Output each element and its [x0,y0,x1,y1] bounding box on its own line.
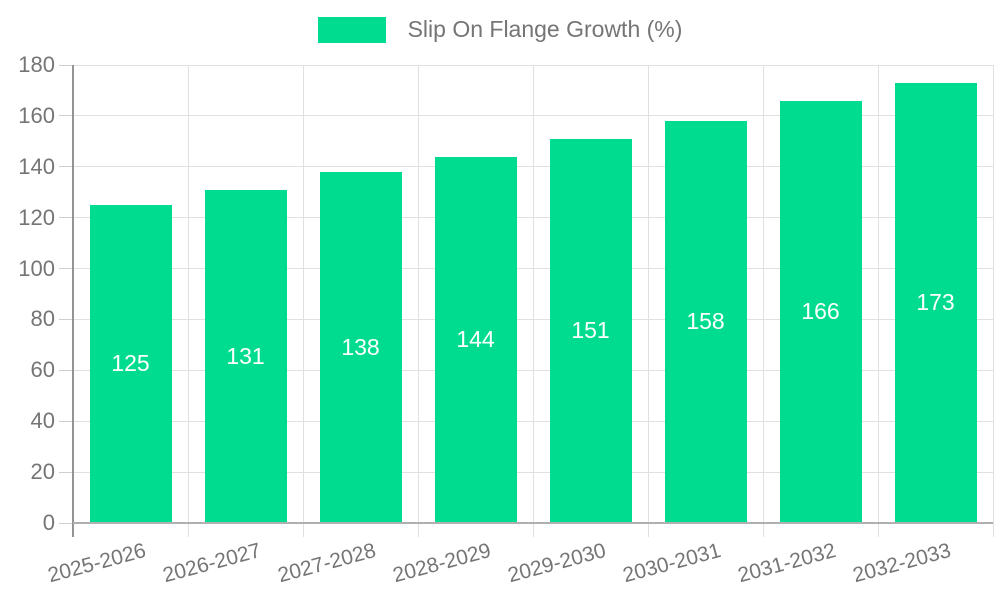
bar-value-label: 144 [456,326,495,353]
y-axis-label: 120 [18,204,55,230]
bar-value-label: 166 [801,298,840,325]
x-axis-line [73,522,993,524]
x-axis-label: 2029-2030 [505,539,609,588]
bar-value-label: 173 [916,289,955,316]
bar[interactable]: 125 [89,204,172,523]
y-axis-tick [59,64,73,66]
gridline-vertical [417,65,419,537]
y-axis-tick [59,217,73,219]
y-axis-tick [59,318,73,320]
y-axis-label: 80 [30,306,55,332]
bar[interactable]: 158 [664,120,747,523]
x-axis-label: 2030-2031 [620,539,724,588]
y-axis-tick [59,420,73,422]
bar[interactable]: 151 [549,138,632,523]
legend-label: Slip On Flange Growth (%) [407,16,683,42]
bar[interactable]: 173 [894,82,977,523]
x-axis-label: 2031-2032 [735,539,839,588]
y-axis-tick [59,166,73,168]
y-axis-label: 140 [18,153,55,179]
gridline-vertical [762,65,764,537]
x-axis-label: 2025-2026 [45,539,149,588]
y-axis-label: 60 [30,357,55,383]
bar-value-label: 131 [226,342,265,369]
y-axis-tick [59,471,73,473]
gridline-vertical [647,65,649,537]
x-axis-label: 2032-2033 [850,539,954,588]
y-axis-tick [59,115,73,117]
y-axis-line [72,65,74,537]
x-axis-label: 2027-2028 [275,539,379,588]
bar-value-label: 151 [571,317,610,344]
y-axis-tick [59,369,73,371]
legend-swatch[interactable] [317,16,386,43]
x-axis-label: 2026-2027 [160,539,264,588]
y-axis-label: 160 [18,102,55,128]
gridline-vertical [187,65,189,537]
gridline-vertical [877,65,879,537]
legend[interactable]: Slip On Flange Growth (%) [0,16,1000,43]
y-axis-label: 100 [18,255,55,281]
gridline-vertical [992,65,994,537]
y-axis-label: 0 [42,510,55,535]
gridline-vertical [302,65,304,537]
bar[interactable]: 131 [204,189,287,523]
bar[interactable]: 144 [434,156,517,523]
y-axis-tick [59,522,73,524]
bar[interactable]: 138 [319,171,402,523]
y-axis-label: 40 [30,408,55,434]
y-axis-label: 20 [30,459,55,485]
y-axis-tick [59,268,73,270]
bar-value-label: 125 [111,350,150,377]
bar[interactable]: 166 [779,100,862,523]
bar-value-label: 138 [341,333,380,360]
y-axis-label: 180 [18,52,55,77]
x-axis-label: 2028-2029 [390,539,494,588]
bar-value-label: 158 [686,308,725,335]
gridline-vertical [532,65,534,537]
